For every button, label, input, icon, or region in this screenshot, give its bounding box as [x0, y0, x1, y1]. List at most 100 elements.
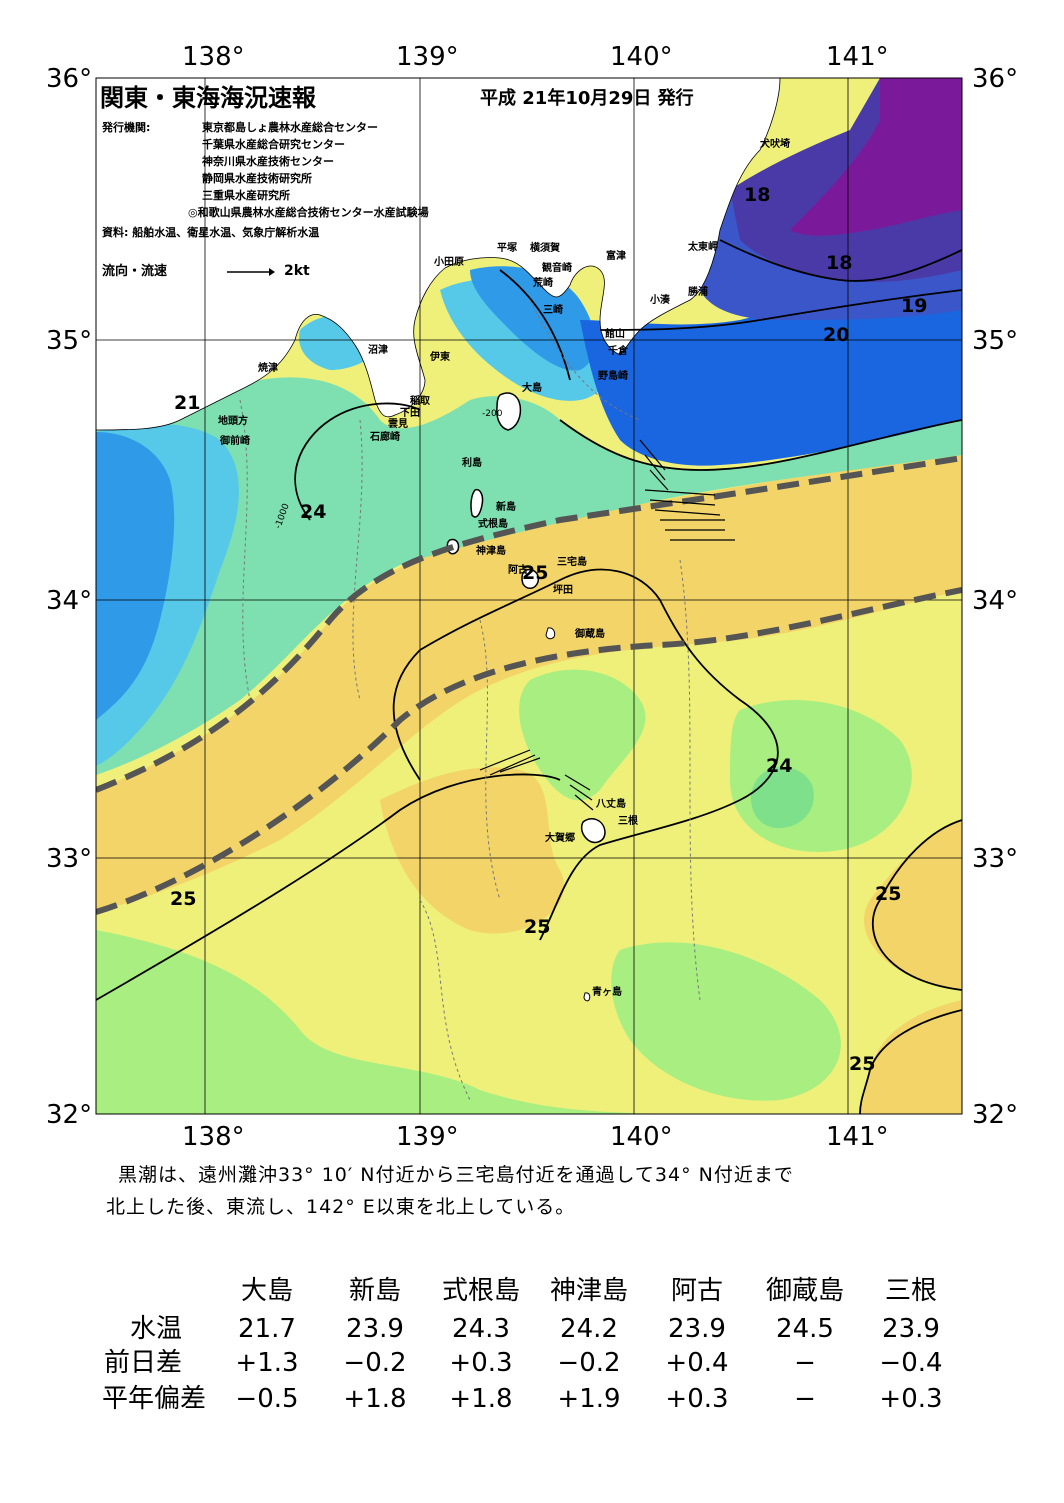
table-cell: +1.8	[343, 1384, 407, 1414]
issuer-1: 東京都島しょ農林水産総合センター	[202, 121, 378, 134]
issuer-3: 神奈川県水産技術センター	[202, 155, 334, 168]
isotherm-label-25e: 25	[849, 1053, 876, 1075]
lat-tick-left-36: 36°	[46, 64, 93, 94]
issue-date: 平成 21年10月29日 発行	[480, 88, 694, 109]
table-cell: +0.3	[665, 1384, 729, 1414]
sea-zone-24-mid	[519, 669, 646, 801]
sea-zone-25-se2	[860, 1000, 962, 1114]
depth-label-200: -200	[482, 409, 503, 419]
issuer-4: 静岡県水産技術研究所	[202, 172, 312, 185]
isotherm-label-20: 20	[823, 324, 850, 346]
lon-tick-top-140: 140°	[610, 42, 673, 72]
lat-tick-right-36: 36°	[972, 64, 1019, 94]
table-row-label: 水温	[129, 1314, 182, 1344]
table-cell: 23.9	[346, 1314, 404, 1344]
table-col-header: 大島	[240, 1276, 293, 1306]
place-chikura: 千倉	[608, 346, 628, 357]
table-col-header: 新島	[348, 1276, 401, 1306]
lat-tick-left-32: 32°	[46, 1100, 93, 1130]
table-cell: +1.3	[235, 1348, 299, 1378]
table-col-header: 阿古	[670, 1276, 723, 1306]
table-cell: +1.8	[449, 1384, 513, 1414]
table-cell: −0.4	[879, 1348, 943, 1378]
isotherm-label-25d: 25	[875, 883, 902, 905]
isotherm-label-21: 21	[174, 392, 201, 414]
sea-zone-17	[790, 78, 962, 236]
place-miyakejima: 三宅島	[557, 557, 587, 568]
kuroshio-axis-north	[96, 455, 962, 793]
table-cell: 24.2	[560, 1314, 618, 1344]
lon-tick-bottom-140: 140°	[610, 1122, 673, 1152]
land-kanto	[96, 78, 781, 431]
place-misaki: 三崎	[543, 305, 563, 316]
place-oshima: 大島	[522, 383, 542, 394]
table-cell: +1.9	[557, 1384, 621, 1414]
graticule	[96, 78, 962, 1114]
table-cell: +0.3	[449, 1348, 513, 1378]
place-yaizu: 焼津	[258, 363, 278, 374]
sea-zone-24-south	[96, 930, 700, 1114]
island-oshima	[496, 392, 522, 431]
table-row-label: 前日差	[103, 1348, 182, 1378]
table-col-header: 式根島	[441, 1276, 520, 1306]
place-nojimazaki: 野島崎	[598, 371, 628, 382]
place-futtsu: 富津	[606, 251, 626, 262]
issuer-2: 千葉県水産総合研究センター	[202, 138, 345, 151]
table-col-header: 神津島	[549, 1276, 628, 1306]
isotherm-label-18a: 18	[744, 184, 771, 206]
table-col-header: 三根	[884, 1276, 937, 1306]
place-inubosaki: 犬吠埼	[760, 139, 790, 150]
place-kannonzaki: 観音崎	[542, 263, 572, 274]
kuroshio-axis-south	[96, 587, 962, 915]
lon-tick-top-139: 139°	[396, 42, 459, 72]
place-toshima: 利島	[462, 458, 482, 469]
isotherm-label-19: 19	[901, 295, 928, 317]
place-mikurajima: 御蔵島	[575, 629, 605, 640]
legend-arrow-icon	[227, 268, 275, 276]
table-cell: −0.2	[557, 1348, 621, 1378]
summary-line-2: 北上した後、東流し、142° E以東を北上している。	[106, 1196, 576, 1218]
isotherm-label-25b: 25	[170, 888, 197, 910]
issuer-label: 発行機関:	[102, 121, 151, 134]
lat-tick-left-35: 35°	[46, 326, 93, 356]
place-tateyama: 館山	[605, 329, 625, 340]
place-taitomisaki: 太東岬	[688, 242, 718, 253]
table-cell: +0.3	[879, 1384, 943, 1414]
sea-zone-25-south	[380, 767, 564, 934]
place-ito: 伊東	[430, 352, 450, 363]
isotherm-lines	[96, 239, 962, 1114]
place-shimoda: 下田	[400, 408, 420, 419]
lat-tick-right-35: 35°	[972, 326, 1019, 356]
place-tsubota: 坪田	[553, 585, 573, 596]
place-hachijojima: 八丈島	[596, 799, 626, 810]
lon-tick-bottom-141: 141°	[826, 1122, 889, 1152]
table-cell: 24.3	[452, 1314, 510, 1344]
lat-tick-right-32: 32°	[972, 1100, 1019, 1130]
issuer-5: 三重県水産研究所	[202, 189, 290, 202]
map-title: 関東・東海海況速報	[100, 84, 316, 112]
place-jitogata: 地頭方	[218, 416, 248, 427]
isotherm-label-25c: 25	[524, 916, 551, 938]
table-cell: +0.4	[665, 1348, 729, 1378]
place-okago: 大賀郷	[545, 833, 575, 844]
lon-tick-top-138: 138°	[182, 42, 245, 72]
place-yokosuka: 横須賀	[530, 243, 560, 254]
place-hiratsuka: 平塚	[497, 243, 517, 254]
sea-zone-24-sw	[611, 942, 841, 1101]
place-shikinejima: 式根島	[478, 519, 508, 530]
place-katsuura: 勝浦	[688, 287, 708, 298]
island-niijima	[470, 488, 484, 518]
place-numazu: 沼津	[368, 345, 388, 356]
table-cell: −	[794, 1348, 816, 1378]
current-arrows	[479, 439, 735, 811]
place-ako: 阿古	[508, 565, 528, 576]
sea-zone-23	[96, 377, 962, 775]
lon-tick-bottom-138: 138°	[182, 1122, 245, 1152]
legend-label: 流向・流速	[102, 264, 168, 279]
table-cell: 21.7	[238, 1314, 296, 1344]
isotherm-label-24a: 24	[300, 501, 327, 523]
island-miyake	[521, 568, 540, 589]
place-kominato: 小湊	[650, 295, 670, 306]
lat-tick-left-33: 33°	[46, 844, 93, 874]
